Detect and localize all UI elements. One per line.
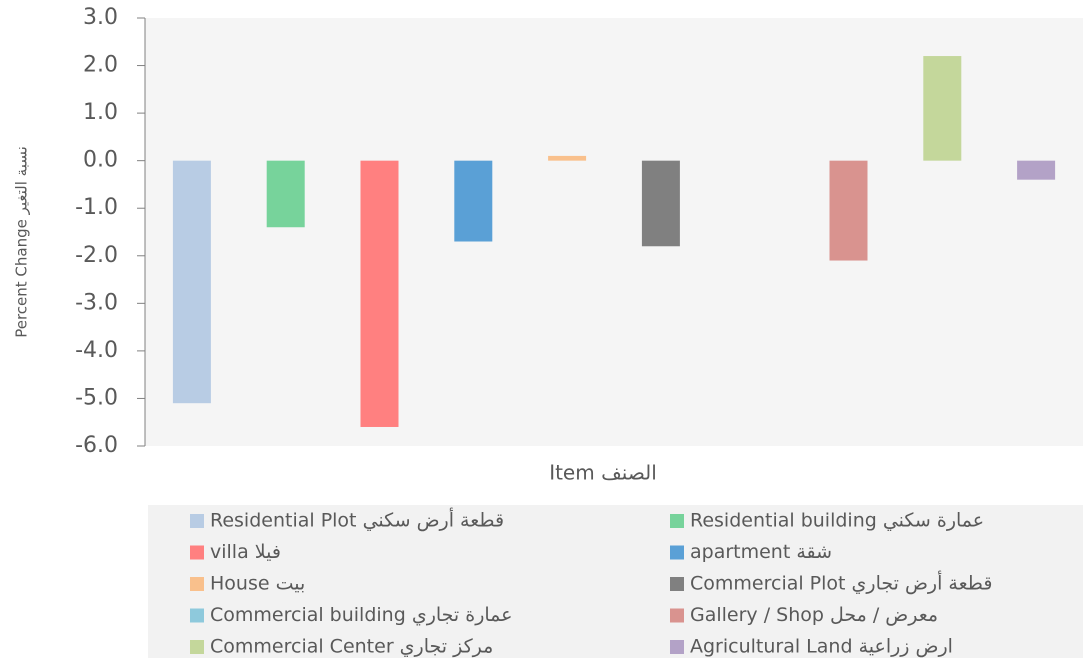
bar: [829, 160, 868, 261]
legend-swatch: [670, 545, 684, 560]
y-tick-label: -3.0: [75, 290, 118, 315]
legend-label: Gallery / Shop معرض / محل: [690, 604, 938, 626]
y-tick-label: 1.0: [83, 100, 118, 125]
legend-swatch: [190, 514, 204, 528]
y-tick-label: 3.0: [83, 5, 118, 30]
y-tick-label: -6.0: [75, 433, 118, 458]
legend-swatch: [190, 577, 204, 591]
bar: [641, 160, 680, 247]
x-axis-label: Item الصنف: [549, 461, 657, 485]
bar: [360, 160, 399, 427]
legend-label: villa فيلا: [210, 541, 281, 563]
legend-swatch: [190, 545, 204, 560]
legend-label: Commercial building عمارة تجاري: [210, 604, 513, 626]
bar: [1017, 160, 1056, 180]
legend-label: Agricultural Land ارض زراعية: [690, 636, 953, 658]
legend-label: Commercial Center مركز تجاري: [210, 636, 493, 658]
legend-swatch: [670, 514, 684, 528]
legend-swatch: [670, 608, 684, 623]
legend-swatch: [670, 577, 684, 591]
y-tick-label: 2.0: [83, 53, 118, 78]
legend-label: House بيت: [210, 573, 305, 595]
bar: [266, 160, 305, 228]
y-tick-label: 0.0: [83, 148, 118, 173]
legend-label: apartment شقة: [690, 541, 832, 563]
y-tick-label: -1.0: [75, 195, 118, 220]
bar: [923, 56, 962, 161]
legend-label: Commercial Plot قطعة أرض تجاري: [690, 571, 992, 595]
legend-swatch: [190, 640, 204, 654]
y-tick-label: -2.0: [75, 243, 118, 268]
legend-label: Residential building عمارة سكني: [690, 510, 984, 532]
bar: [172, 160, 211, 404]
legend-label: Residential Plot قطعة أرض سكني: [210, 508, 504, 532]
legend-box: [148, 505, 1083, 658]
y-tick-label: -5.0: [75, 385, 118, 410]
bar: [548, 155, 587, 161]
bar: [454, 160, 493, 242]
y-axis-label: Percent Change نسبة التغير: [13, 146, 31, 338]
y-tick-label: -4.0: [75, 338, 118, 363]
legend-swatch: [670, 640, 684, 654]
legend-swatch: [190, 608, 204, 623]
